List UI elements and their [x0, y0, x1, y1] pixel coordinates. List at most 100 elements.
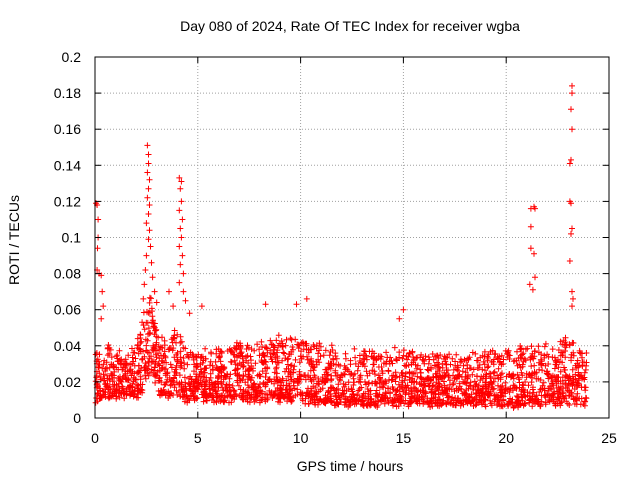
- data-point: [478, 392, 485, 399]
- data-point: [369, 348, 376, 355]
- data-point: [299, 395, 306, 402]
- data-point: [333, 355, 340, 362]
- data-point: [294, 375, 301, 382]
- data-point: [420, 389, 427, 396]
- data-point: [153, 341, 159, 348]
- data-point: [174, 331, 181, 338]
- data-point: [207, 362, 213, 369]
- data-point: [254, 389, 260, 396]
- data-point: [144, 349, 151, 356]
- data-point: [221, 399, 228, 406]
- data-point: [182, 297, 189, 304]
- data-point: [485, 388, 492, 395]
- data-point: [517, 401, 524, 408]
- data-point: [417, 369, 424, 376]
- data-point: [531, 397, 538, 404]
- data-point: [377, 374, 383, 381]
- data-point: [348, 370, 355, 377]
- data-point: [291, 377, 298, 384]
- data-point: [228, 399, 235, 406]
- data-point: [273, 337, 280, 344]
- data-point: [343, 388, 350, 394]
- data-point: [539, 386, 546, 393]
- data-point: [470, 397, 477, 404]
- data-point: [346, 393, 353, 400]
- data-point: [514, 362, 521, 369]
- data-point: [417, 366, 424, 373]
- data-point: [578, 395, 585, 402]
- data-point: [307, 398, 314, 404]
- data-point: [577, 350, 584, 357]
- data-point: [497, 403, 503, 410]
- data-point: [458, 386, 465, 393]
- data-point: [178, 338, 185, 345]
- data-point: [521, 355, 528, 362]
- data-point: [491, 368, 498, 375]
- data-point: [146, 299, 153, 306]
- data-point: [569, 225, 575, 232]
- data-point: [144, 365, 151, 372]
- data-point: [375, 364, 382, 370]
- data-point: [433, 379, 440, 386]
- x-tick-label: 0: [91, 430, 99, 446]
- data-point: [403, 363, 410, 370]
- data-point: [286, 383, 293, 389]
- data-point: [294, 386, 301, 393]
- data-point: [180, 288, 187, 295]
- data-point: [263, 370, 270, 377]
- data-point: [421, 358, 428, 364]
- y-tick-label: 0.18: [54, 85, 81, 101]
- data-point: [489, 386, 496, 393]
- data-point: [541, 354, 548, 361]
- data-point: [510, 358, 517, 365]
- data-point: [177, 333, 184, 340]
- data-point: [145, 325, 152, 332]
- plot-frame: [94, 56, 610, 419]
- data-point: [332, 390, 339, 397]
- data-point: [351, 345, 358, 352]
- data-point: [440, 389, 447, 396]
- data-point: [166, 288, 172, 295]
- data-point: [315, 356, 322, 363]
- data-point: [216, 354, 223, 361]
- data-point: [162, 372, 169, 379]
- data-point: [321, 379, 327, 386]
- data-point: [583, 350, 590, 356]
- data-point: [555, 364, 562, 371]
- data-point: [158, 357, 165, 364]
- data-point: [95, 216, 102, 223]
- data-point: [201, 378, 208, 385]
- data-point: [292, 392, 299, 399]
- data-point: [289, 397, 295, 404]
- data-point: [371, 355, 377, 362]
- data-point: [333, 393, 340, 400]
- data-point: [244, 342, 251, 349]
- data-point: [295, 380, 302, 386]
- data-point: [144, 308, 151, 315]
- data-point: [231, 357, 238, 364]
- x-tick-label: 5: [194, 430, 202, 446]
- data-point: [215, 380, 221, 387]
- data-point: [212, 383, 219, 390]
- data-point: [213, 398, 220, 404]
- data-point: [481, 361, 488, 368]
- data-point: [443, 401, 450, 408]
- data-point: [320, 352, 327, 359]
- data-point: [149, 317, 156, 324]
- data-point: [206, 385, 213, 392]
- data-point: [167, 361, 174, 368]
- data-point: [193, 363, 199, 370]
- data-point: [300, 346, 307, 353]
- data-point: [177, 225, 184, 232]
- data-point: [297, 391, 304, 398]
- data-point: [277, 342, 284, 349]
- data-point: [472, 402, 479, 409]
- data-point: [188, 387, 195, 394]
- data-point: [441, 353, 448, 360]
- data-point: [102, 365, 109, 372]
- data-point: [255, 384, 262, 391]
- data-point: [279, 357, 286, 364]
- data-point: [274, 384, 281, 391]
- data-point: [131, 362, 138, 369]
- data-point: [214, 387, 221, 394]
